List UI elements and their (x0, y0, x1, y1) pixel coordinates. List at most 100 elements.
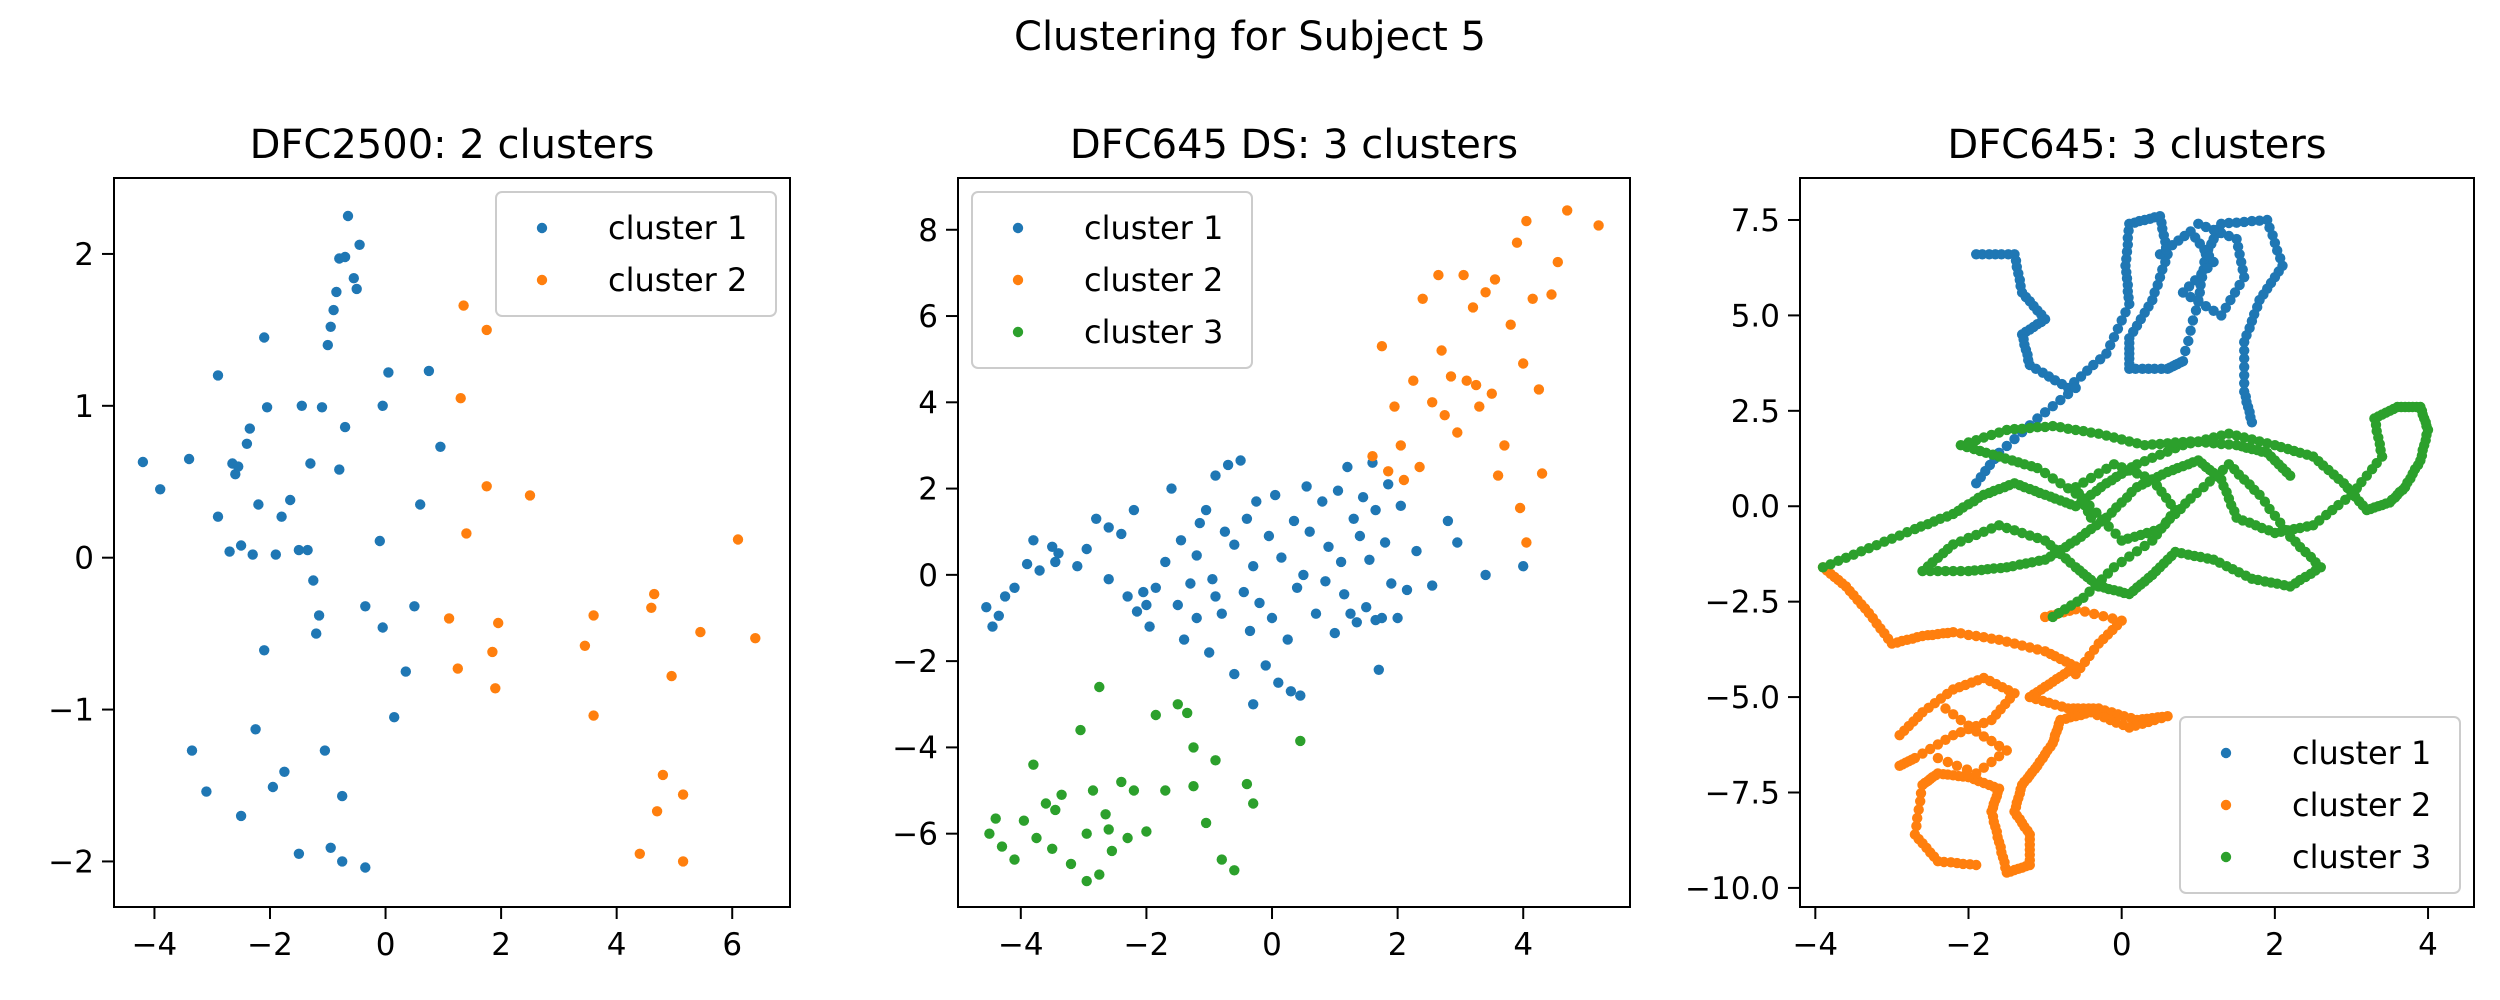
data-point (2162, 438, 2173, 449)
data-point (1317, 496, 1328, 507)
data-point (1172, 599, 1184, 611)
data-point (2239, 378, 2250, 389)
data-point (2047, 401, 2058, 412)
data-point (2229, 287, 2241, 298)
legend-marker (2220, 747, 2232, 759)
data-point (2016, 423, 2028, 434)
data-point (1081, 828, 1092, 839)
data-point (2032, 422, 2043, 433)
data-point (1210, 591, 1221, 602)
data-point (1993, 751, 2005, 762)
data-point (2124, 551, 2135, 562)
data-point (1329, 627, 1341, 639)
data-point (1963, 565, 1974, 577)
data-point (1288, 515, 1300, 527)
data-point (1295, 690, 1306, 701)
data-point (1248, 798, 1259, 809)
data-point (2170, 437, 2181, 448)
data-point (1518, 561, 1529, 572)
data-point (1354, 530, 1366, 542)
legend-label: cluster 1 (1084, 209, 1223, 247)
data-point (377, 622, 388, 633)
data-point (2193, 218, 2204, 229)
data-point (1361, 602, 1372, 613)
y-tick-label: −4 (892, 730, 938, 766)
data-point (1511, 237, 1523, 248)
legend-marker (1012, 222, 1024, 234)
data-point (360, 601, 371, 612)
data-point (1445, 371, 1457, 382)
data-point (1047, 843, 1058, 854)
data-point (677, 856, 689, 867)
data-point (1912, 812, 1923, 824)
data-point (1266, 612, 1278, 624)
data-point (2194, 287, 2205, 298)
legend-label: cluster 2 (608, 261, 747, 299)
data-point (1911, 820, 1922, 832)
legend-label: cluster 2 (1084, 261, 1223, 299)
data-point (2147, 439, 2158, 450)
subplot-panels: DFC2500: 2 clusters −4 −2 0 2 4 6 −2 −1 0 1 2 cluste… (48, 122, 2475, 963)
data-point (1150, 582, 1162, 593)
data-point (1320, 576, 1331, 587)
data-point (1398, 474, 1410, 486)
axes-frame (957, 177, 1631, 908)
data-point (2085, 472, 2097, 484)
data-point (2105, 340, 2116, 351)
data-point (1175, 535, 1187, 546)
legend-label: cluster 1 (2292, 734, 2431, 772)
data-point (1951, 760, 1963, 771)
data-point (1216, 854, 1228, 865)
data-point (1915, 796, 1926, 807)
data-point (2239, 361, 2250, 373)
data-point (259, 332, 270, 343)
data-point (1427, 580, 1438, 591)
data-point (1298, 569, 1309, 581)
data-point (1009, 582, 1020, 593)
data-point (1141, 826, 1152, 837)
data-point (2185, 325, 2196, 336)
legend-box (495, 191, 777, 317)
data-point (1383, 479, 1394, 490)
subplot-title: DFC645 DS: 3 clusters (1070, 122, 1518, 168)
data-point (1160, 556, 1171, 568)
data-point (750, 633, 761, 644)
data-point (2187, 315, 2199, 326)
legend-marker (1012, 326, 1024, 338)
data-point (1401, 584, 1413, 596)
data-point (1417, 293, 1428, 304)
data-point (2254, 215, 2265, 226)
data-point (1442, 515, 1454, 527)
data-point (1940, 565, 1951, 577)
data-point (1050, 804, 1061, 816)
data-point (2062, 388, 2074, 400)
data-point (1339, 589, 1350, 600)
data-point (1940, 734, 1951, 745)
data-point (481, 481, 492, 492)
x-tick-label: 2 (1388, 927, 1408, 963)
data-point (2131, 546, 2143, 557)
data-point (1978, 731, 1990, 742)
legend: cluster 1 cluster 2 (495, 191, 777, 317)
data-point (1527, 293, 1538, 304)
data-point (1427, 397, 1438, 408)
data-point (1204, 647, 1215, 658)
legend-marker (536, 274, 548, 286)
data-point (1932, 739, 1944, 750)
data-point (1122, 591, 1133, 602)
data-point (2103, 521, 2114, 532)
data-point (2223, 439, 2235, 450)
data-point (666, 670, 677, 682)
y-tick-label: 1 (74, 389, 94, 425)
data-point (524, 490, 536, 501)
data-point (1348, 513, 1359, 524)
data-point (1116, 528, 1127, 540)
data-point (2047, 473, 2058, 484)
data-point (2220, 302, 2231, 313)
data-point (1436, 345, 1447, 356)
data-point (2088, 359, 2099, 371)
data-point (1304, 526, 1315, 537)
data-point (1229, 865, 1240, 876)
data-point (1593, 220, 1604, 231)
